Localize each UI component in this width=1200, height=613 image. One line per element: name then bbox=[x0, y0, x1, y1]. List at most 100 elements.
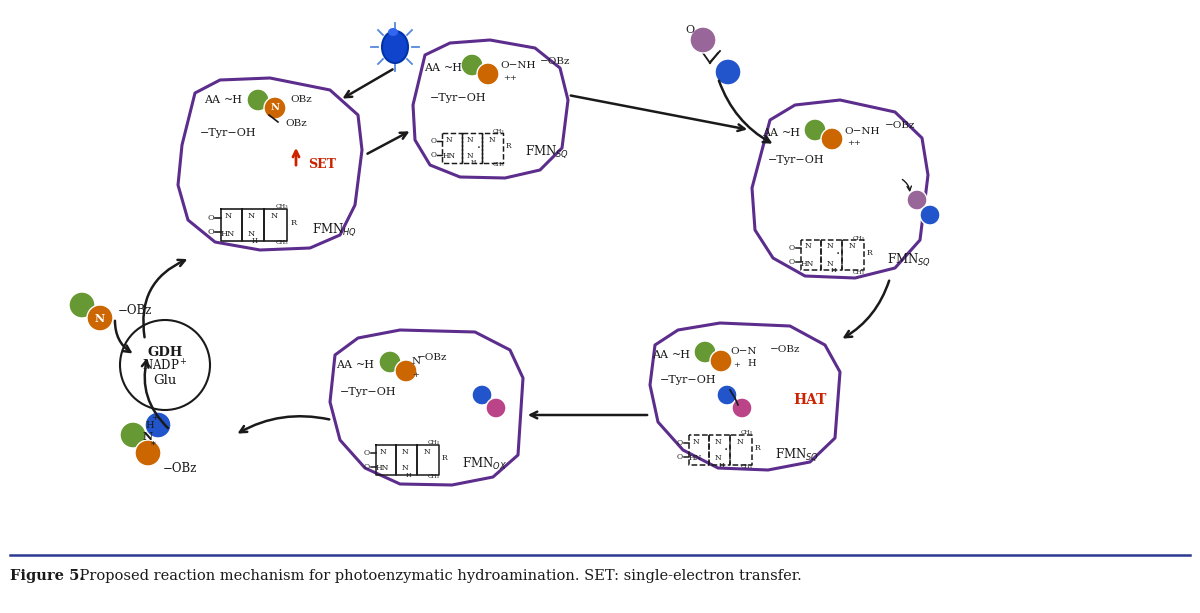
Text: N: N bbox=[445, 136, 452, 144]
Text: −OBz: −OBz bbox=[540, 58, 570, 66]
Circle shape bbox=[395, 360, 418, 382]
Text: FMN$_{SQ}$: FMN$_{SQ}$ bbox=[775, 446, 818, 463]
Circle shape bbox=[907, 190, 928, 210]
Text: ·: · bbox=[724, 443, 728, 457]
Circle shape bbox=[120, 422, 146, 448]
Text: Figure 5.: Figure 5. bbox=[10, 569, 84, 583]
Text: OBz: OBz bbox=[290, 96, 312, 104]
Text: N: N bbox=[379, 447, 386, 455]
Text: CH₃: CH₃ bbox=[427, 441, 439, 446]
Text: N: N bbox=[424, 447, 431, 455]
Text: O−N: O−N bbox=[730, 348, 756, 357]
Circle shape bbox=[88, 305, 113, 331]
Text: CH₃: CH₃ bbox=[740, 430, 752, 435]
Circle shape bbox=[461, 54, 482, 76]
Text: AA: AA bbox=[336, 360, 352, 370]
Text: AA: AA bbox=[762, 128, 778, 138]
Text: −OBz: −OBz bbox=[163, 462, 197, 474]
Text: CH₃: CH₃ bbox=[276, 205, 288, 210]
Text: O: O bbox=[431, 137, 437, 145]
Text: ·: · bbox=[476, 142, 480, 154]
Text: HN: HN bbox=[443, 152, 455, 160]
Text: −OBz: −OBz bbox=[118, 303, 152, 316]
Text: CH₃: CH₃ bbox=[276, 240, 288, 245]
Text: N: N bbox=[412, 357, 420, 367]
Text: HN: HN bbox=[802, 259, 815, 267]
Text: N: N bbox=[143, 432, 154, 443]
Text: ++: ++ bbox=[503, 74, 517, 82]
Circle shape bbox=[804, 119, 826, 141]
Text: FMN$_{OX}$: FMN$_{OX}$ bbox=[462, 456, 506, 472]
Text: +: + bbox=[733, 361, 740, 369]
Ellipse shape bbox=[382, 31, 408, 63]
Text: O: O bbox=[685, 25, 695, 35]
Text: AA: AA bbox=[652, 350, 668, 360]
Text: ~H: ~H bbox=[224, 95, 242, 105]
Text: Glu: Glu bbox=[154, 373, 176, 387]
Text: O−NH: O−NH bbox=[500, 61, 535, 70]
Text: O: O bbox=[677, 439, 683, 447]
Circle shape bbox=[821, 128, 842, 150]
Circle shape bbox=[920, 205, 940, 225]
Circle shape bbox=[732, 398, 752, 418]
Text: O: O bbox=[364, 463, 370, 471]
Text: FMN$_{SQ}$: FMN$_{SQ}$ bbox=[526, 144, 569, 161]
Text: +: + bbox=[413, 371, 420, 379]
Text: N: N bbox=[692, 438, 700, 446]
Text: HN: HN bbox=[376, 465, 389, 473]
Text: H: H bbox=[406, 473, 412, 478]
Text: SET: SET bbox=[308, 159, 336, 172]
Text: O: O bbox=[208, 228, 215, 236]
Circle shape bbox=[145, 412, 172, 438]
Text: AA: AA bbox=[204, 95, 220, 105]
Circle shape bbox=[718, 385, 737, 405]
Circle shape bbox=[694, 341, 716, 363]
Text: CH₃: CH₃ bbox=[492, 129, 504, 134]
Text: N: N bbox=[848, 243, 856, 251]
Text: N: N bbox=[714, 454, 721, 462]
Text: H: H bbox=[252, 237, 258, 245]
Text: ++: ++ bbox=[847, 139, 860, 147]
Circle shape bbox=[486, 398, 506, 418]
Circle shape bbox=[379, 351, 401, 373]
Text: R: R bbox=[506, 142, 511, 150]
Circle shape bbox=[247, 89, 269, 111]
Text: R: R bbox=[755, 444, 761, 452]
Text: N: N bbox=[247, 230, 254, 238]
Text: N: N bbox=[737, 438, 743, 446]
Text: HN: HN bbox=[689, 454, 702, 462]
Circle shape bbox=[715, 59, 742, 85]
Text: ~H: ~H bbox=[782, 128, 802, 138]
Text: ~H: ~H bbox=[444, 63, 463, 73]
Text: CH₃: CH₃ bbox=[427, 474, 439, 479]
Text: HAT: HAT bbox=[793, 393, 827, 407]
Circle shape bbox=[710, 350, 732, 372]
Text: H: H bbox=[719, 463, 724, 468]
Text: N: N bbox=[224, 212, 232, 220]
Text: −Tyr−OH: −Tyr−OH bbox=[660, 375, 716, 385]
Text: AA: AA bbox=[424, 63, 440, 73]
Text: CH₃: CH₃ bbox=[740, 465, 752, 470]
Text: +: + bbox=[151, 414, 158, 422]
Text: R: R bbox=[866, 249, 872, 257]
Text: N: N bbox=[402, 447, 408, 455]
Text: O: O bbox=[788, 244, 794, 252]
Text: −Tyr−OH: −Tyr−OH bbox=[340, 387, 397, 397]
Text: FMN$_{HQ}$: FMN$_{HQ}$ bbox=[312, 221, 356, 238]
Text: CH₃: CH₃ bbox=[853, 235, 865, 240]
Circle shape bbox=[472, 385, 492, 405]
Text: O: O bbox=[208, 214, 215, 222]
Circle shape bbox=[134, 440, 161, 466]
Text: N: N bbox=[467, 136, 474, 144]
Text: Proposed reaction mechanism for photoenzymatic hydroamination. SET: single-elect: Proposed reaction mechanism for photoenz… bbox=[74, 569, 802, 583]
Text: N: N bbox=[714, 438, 721, 446]
Text: −OBz: −OBz bbox=[416, 352, 448, 362]
Circle shape bbox=[690, 27, 716, 53]
Text: OBz: OBz bbox=[286, 120, 307, 129]
Text: −OBz: −OBz bbox=[769, 346, 800, 354]
Text: CH₃: CH₃ bbox=[853, 270, 865, 275]
Text: FMN$_{SQ}$: FMN$_{SQ}$ bbox=[887, 251, 931, 268]
Text: N: N bbox=[270, 104, 280, 113]
Text: N: N bbox=[467, 152, 474, 160]
Text: −Tyr−OH: −Tyr−OH bbox=[768, 155, 824, 165]
